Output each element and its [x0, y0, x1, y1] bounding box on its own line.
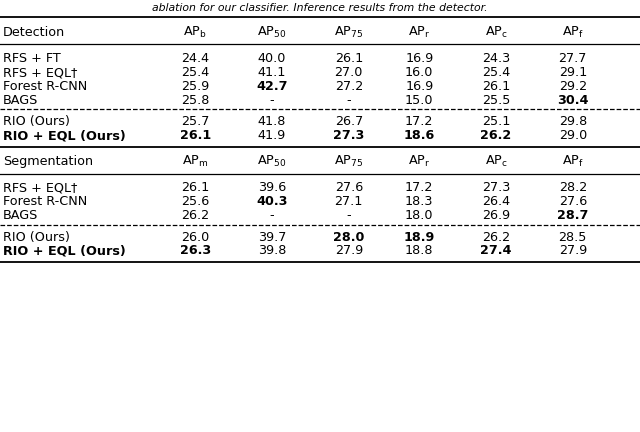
Text: 26.9: 26.9 — [482, 209, 510, 222]
Text: 25.5: 25.5 — [482, 94, 510, 107]
Text: 17.2: 17.2 — [405, 181, 433, 194]
Text: 40.0: 40.0 — [258, 52, 286, 65]
Text: 25.6: 25.6 — [181, 195, 209, 208]
Text: 28.7: 28.7 — [557, 209, 589, 222]
Text: 29.2: 29.2 — [559, 80, 587, 93]
Text: 25.9: 25.9 — [181, 80, 209, 93]
Text: 41.8: 41.8 — [258, 115, 286, 128]
Text: AP$_{\mathrm{c}}$: AP$_{\mathrm{c}}$ — [484, 25, 508, 40]
Text: AP$_{\mathrm{b}}$: AP$_{\mathrm{b}}$ — [183, 25, 207, 40]
Text: 27.4: 27.4 — [480, 245, 512, 257]
Text: 27.6: 27.6 — [559, 195, 587, 208]
Text: AP$_{\mathrm{r}}$: AP$_{\mathrm{r}}$ — [408, 25, 430, 40]
Text: AP$_{\mathrm{50}}$: AP$_{\mathrm{50}}$ — [257, 25, 287, 40]
Text: 26.7: 26.7 — [335, 115, 363, 128]
Text: 25.4: 25.4 — [482, 66, 510, 79]
Text: 17.2: 17.2 — [405, 115, 433, 128]
Text: AP$_{\mathrm{75}}$: AP$_{\mathrm{75}}$ — [334, 154, 364, 169]
Text: 25.1: 25.1 — [482, 115, 510, 128]
Text: RIO + EQL (Ours): RIO + EQL (Ours) — [3, 245, 126, 257]
Text: 28.0: 28.0 — [333, 231, 365, 244]
Text: 41.9: 41.9 — [258, 129, 286, 142]
Text: 25.8: 25.8 — [181, 94, 209, 107]
Text: 27.0: 27.0 — [335, 66, 363, 79]
Text: AP$_{\mathrm{50}}$: AP$_{\mathrm{50}}$ — [257, 154, 287, 169]
Text: 26.2: 26.2 — [482, 231, 510, 244]
Text: 25.7: 25.7 — [181, 115, 209, 128]
Text: 29.1: 29.1 — [559, 66, 587, 79]
Text: 27.3: 27.3 — [333, 129, 365, 142]
Text: ablation for our classifier. Inference results from the detector.: ablation for our classifier. Inference r… — [152, 3, 488, 13]
Text: 16.0: 16.0 — [405, 66, 433, 79]
Text: BAGS: BAGS — [3, 209, 38, 222]
Text: Detection: Detection — [3, 26, 65, 39]
Text: AP$_{\mathrm{m}}$: AP$_{\mathrm{m}}$ — [182, 154, 209, 169]
Text: 27.9: 27.9 — [335, 245, 363, 257]
Text: RFS + FT: RFS + FT — [3, 52, 61, 65]
Text: 27.3: 27.3 — [482, 181, 510, 194]
Text: AP$_{\mathrm{f}}$: AP$_{\mathrm{f}}$ — [562, 154, 584, 169]
Text: 27.7: 27.7 — [559, 52, 587, 65]
Text: 18.9: 18.9 — [403, 231, 435, 244]
Text: AP$_{\mathrm{75}}$: AP$_{\mathrm{75}}$ — [334, 25, 364, 40]
Text: 39.7: 39.7 — [258, 231, 286, 244]
Text: 27.2: 27.2 — [335, 80, 363, 93]
Text: 30.4: 30.4 — [557, 94, 589, 107]
Text: RIO (Ours): RIO (Ours) — [3, 231, 70, 244]
Text: 26.1: 26.1 — [335, 52, 363, 65]
Text: AP$_{\mathrm{c}}$: AP$_{\mathrm{c}}$ — [484, 154, 508, 169]
Text: AP$_{\mathrm{f}}$: AP$_{\mathrm{f}}$ — [562, 25, 584, 40]
Text: -: - — [346, 94, 351, 107]
Text: 41.1: 41.1 — [258, 66, 286, 79]
Text: -: - — [346, 209, 351, 222]
Text: 42.7: 42.7 — [256, 80, 288, 93]
Text: 39.6: 39.6 — [258, 181, 286, 194]
Text: 26.1: 26.1 — [181, 181, 209, 194]
Text: BAGS: BAGS — [3, 94, 38, 107]
Text: 29.0: 29.0 — [559, 129, 587, 142]
Text: 18.0: 18.0 — [405, 209, 433, 222]
Text: 27.6: 27.6 — [335, 181, 363, 194]
Text: RFS + EQL†: RFS + EQL† — [3, 66, 77, 79]
Text: 24.4: 24.4 — [181, 52, 209, 65]
Text: Segmentation: Segmentation — [3, 155, 93, 168]
Text: 18.6: 18.6 — [404, 129, 435, 142]
Text: 28.2: 28.2 — [559, 181, 587, 194]
Text: 29.8: 29.8 — [559, 115, 587, 128]
Text: Forest R-CNN: Forest R-CNN — [3, 195, 88, 208]
Text: -: - — [269, 94, 275, 107]
Text: 40.3: 40.3 — [256, 195, 288, 208]
Text: AP$_{\mathrm{r}}$: AP$_{\mathrm{r}}$ — [408, 154, 430, 169]
Text: 26.4: 26.4 — [482, 195, 510, 208]
Text: 26.2: 26.2 — [181, 209, 209, 222]
Text: -: - — [269, 209, 275, 222]
Text: 16.9: 16.9 — [405, 80, 433, 93]
Text: 26.2: 26.2 — [481, 129, 511, 142]
Text: Forest R-CNN: Forest R-CNN — [3, 80, 88, 93]
Text: 18.3: 18.3 — [405, 195, 433, 208]
Text: 26.0: 26.0 — [181, 231, 209, 244]
Text: 39.8: 39.8 — [258, 245, 286, 257]
Text: 24.3: 24.3 — [482, 52, 510, 65]
Text: 27.1: 27.1 — [335, 195, 363, 208]
Text: RFS + EQL†: RFS + EQL† — [3, 181, 77, 194]
Text: 27.9: 27.9 — [559, 245, 587, 257]
Text: 15.0: 15.0 — [405, 94, 433, 107]
Text: 26.1: 26.1 — [482, 80, 510, 93]
Text: RIO (Ours): RIO (Ours) — [3, 115, 70, 128]
Text: 26.3: 26.3 — [180, 245, 211, 257]
Text: 16.9: 16.9 — [405, 52, 433, 65]
Text: 18.8: 18.8 — [405, 245, 433, 257]
Text: 25.4: 25.4 — [181, 66, 209, 79]
Text: RIO + EQL (Ours): RIO + EQL (Ours) — [3, 129, 126, 142]
Text: 28.5: 28.5 — [559, 231, 587, 244]
Text: 26.1: 26.1 — [180, 129, 211, 142]
